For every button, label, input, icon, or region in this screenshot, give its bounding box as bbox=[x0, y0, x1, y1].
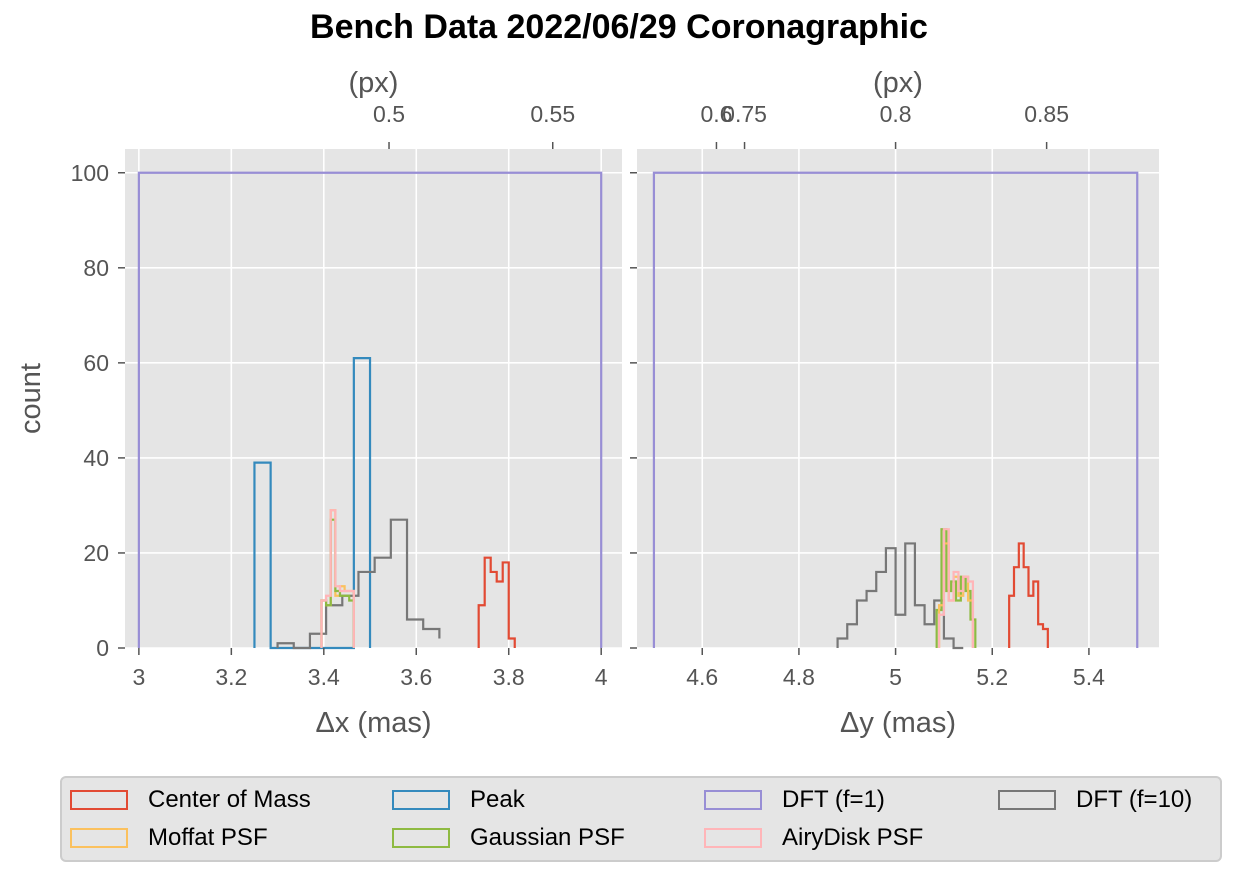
legend-label: Gaussian PSF bbox=[470, 824, 625, 851]
x-tick-label: 3.8 bbox=[493, 664, 525, 690]
histogram-dft-f-1 bbox=[137, 171, 603, 648]
top-tick-label: 0.75 bbox=[722, 101, 767, 127]
top-tick-label: 0.85 bbox=[1024, 101, 1069, 127]
secondary-x-axis-label: (px) bbox=[349, 67, 399, 99]
x-tick-label: 4.8 bbox=[783, 664, 815, 690]
histogram-peak bbox=[253, 357, 372, 650]
top-tick-label: 0.8 bbox=[880, 101, 912, 127]
x-tick-label: 3.6 bbox=[400, 664, 432, 690]
x-tick-label: 4 bbox=[595, 664, 608, 690]
legend-label: AiryDisk PSF bbox=[782, 824, 924, 851]
x-tick-label: 3.4 bbox=[308, 664, 340, 690]
y-tick-label: 40 bbox=[83, 445, 109, 471]
histogram-gaussian-psf bbox=[935, 528, 977, 648]
histogram-center-of-mass bbox=[477, 556, 516, 648]
x-axis-label: Δy (mas) bbox=[840, 707, 956, 739]
legend-item-peak: Peak bbox=[392, 784, 525, 816]
y-tick-label: 0 bbox=[96, 635, 109, 661]
plot-area-x bbox=[125, 149, 622, 648]
histogram-dft-f-1 bbox=[652, 171, 1139, 648]
legend-label: DFT (f=1) bbox=[782, 786, 885, 813]
legend-item-center-of-mass: Center of Mass bbox=[70, 784, 311, 816]
x-axis-label: Δx (mas) bbox=[315, 707, 431, 739]
legend-swatch bbox=[70, 828, 128, 848]
histogram-gaussian-psf bbox=[320, 518, 355, 648]
legend-label: Moffat PSF bbox=[148, 824, 268, 851]
y-tick-label: 80 bbox=[83, 255, 109, 281]
legend-item-moffat-psf: Moffat PSF bbox=[70, 822, 268, 854]
x-tick-label: 5.4 bbox=[1073, 664, 1105, 690]
legend-item-dft-f1: DFT (f=1) bbox=[704, 784, 885, 816]
legend-swatch bbox=[392, 790, 450, 810]
top-tick-label: 0.5 bbox=[373, 101, 405, 127]
legend-swatch bbox=[998, 790, 1056, 810]
top-tick-label: 0.6 bbox=[700, 101, 732, 127]
histogram-dft-f-10 bbox=[276, 518, 441, 650]
legend-swatch bbox=[704, 828, 762, 848]
legend-label: DFT (f=10) bbox=[1076, 786, 1193, 813]
y-tick-label: 20 bbox=[83, 540, 109, 566]
histogram-airydisk-psf bbox=[937, 528, 975, 648]
panel-y: 4.6 4.8 5 5.2 5.4 0.75 0.8 0.85 (px) Δy (mas) bbox=[630, 67, 1159, 739]
histogram-center-of-mass bbox=[1008, 542, 1049, 648]
legend-label: Center of Mass bbox=[148, 786, 311, 813]
y-tick-label: 60 bbox=[83, 350, 109, 376]
secondary-x-axis-label: (px) bbox=[873, 67, 923, 99]
legend: Center of Mass Peak DFT (f=1) DFT (f=10)… bbox=[60, 776, 1222, 862]
x-tick-label: 5 bbox=[889, 664, 902, 690]
chart-title: Bench Data 2022/06/29 Coronagraphic bbox=[310, 8, 928, 46]
legend-swatch bbox=[392, 828, 450, 848]
legend-item-gaussian-psf: Gaussian PSF bbox=[392, 822, 625, 854]
y-tick-label: 100 bbox=[71, 160, 109, 186]
x-tick-label: 5.2 bbox=[976, 664, 1008, 690]
legend-item-airydisk-psf: AiryDisk PSF bbox=[704, 822, 923, 854]
x-tick-label: 4.6 bbox=[686, 664, 718, 690]
x-tick-label: 3.2 bbox=[215, 664, 247, 690]
plot-area-y bbox=[637, 149, 1159, 648]
x-tick-label: 3 bbox=[132, 664, 145, 690]
y-axis-label: count bbox=[15, 363, 47, 434]
legend-swatch bbox=[70, 790, 128, 810]
legend-label: Peak bbox=[470, 786, 525, 813]
top-tick-label: 0.55 bbox=[530, 101, 575, 127]
histogram-airydisk-psf bbox=[320, 509, 355, 648]
legend-item-dft-f10: DFT (f=10) bbox=[998, 784, 1192, 816]
legend-swatch bbox=[704, 790, 762, 810]
